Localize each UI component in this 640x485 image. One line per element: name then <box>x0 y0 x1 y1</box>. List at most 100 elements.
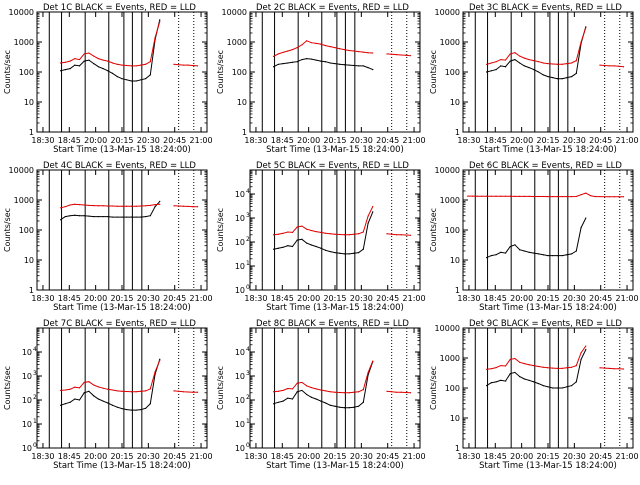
chart-panel-4: Det 4C BLACK = Events, RED = LLD 1 10 100 10… <box>3 161 213 313</box>
data-point <box>400 234 402 236</box>
data-point <box>608 367 610 370</box>
data-point <box>362 389 364 391</box>
y-tick-label: 10 <box>22 420 32 429</box>
data-point <box>608 65 610 67</box>
data-point <box>83 392 85 394</box>
data-point <box>301 44 303 46</box>
data-point <box>362 231 364 233</box>
data-point <box>571 62 573 64</box>
data-point <box>88 204 90 207</box>
data-point <box>273 248 275 250</box>
data-point <box>282 389 284 392</box>
data-point <box>547 76 549 78</box>
data-point <box>287 231 289 233</box>
data-point <box>481 195 483 197</box>
x-tick-label: 18:30 <box>244 136 267 145</box>
y-tick-exponent: 0 <box>246 442 250 449</box>
data-point <box>121 205 123 207</box>
data-point <box>409 55 412 57</box>
y-tick-label: 10 <box>235 444 245 453</box>
y-tick-label: 1000 <box>14 196 34 205</box>
data-point <box>533 252 535 254</box>
x-axis-label: Start Time (13-Mar-15 18:24:00) <box>479 145 617 155</box>
data-point <box>405 54 407 56</box>
data-point <box>594 195 596 198</box>
y-axis-label: Counts/sec <box>429 208 438 252</box>
plot-frame <box>249 169 421 291</box>
data-point <box>324 402 327 404</box>
data-point <box>287 50 289 52</box>
plot-frame <box>249 11 421 133</box>
data-point <box>372 211 374 213</box>
data-point <box>187 64 189 66</box>
data-point <box>575 72 577 74</box>
series-line-lld <box>273 206 411 236</box>
x-tick-label: 20:45 <box>589 294 612 303</box>
data-point <box>339 63 341 65</box>
data-point <box>519 375 521 378</box>
data-point <box>358 405 360 407</box>
data-point <box>509 195 511 197</box>
data-point <box>121 64 123 66</box>
series-line-events <box>60 359 161 411</box>
data-point <box>107 205 109 207</box>
data-point <box>121 78 123 80</box>
data-point <box>273 66 275 68</box>
data-point <box>287 397 289 399</box>
x-tick-label: 20:00 <box>84 452 107 461</box>
data-point <box>97 215 99 218</box>
x-tick-label: 20:15 <box>323 294 346 303</box>
data-point <box>523 65 525 67</box>
data-point <box>552 63 554 65</box>
data-point <box>509 358 511 360</box>
x-tick-label: 18:45 <box>58 294 81 303</box>
data-point <box>528 58 530 61</box>
y-axis-label: Counts/sec <box>429 50 438 94</box>
data-point <box>78 65 81 67</box>
data-point <box>291 231 294 234</box>
data-point <box>519 361 521 363</box>
x-tick-label: 18:30 <box>31 452 54 461</box>
data-point <box>102 59 104 61</box>
data-point <box>126 390 128 393</box>
data-point <box>528 67 530 69</box>
data-point <box>367 222 369 224</box>
data-point <box>409 392 412 394</box>
data-point <box>97 398 99 400</box>
x-axis-label: Start Time (13-Mar-15 18:24:00) <box>53 145 191 155</box>
data-point <box>486 368 488 370</box>
y-axis-label: Counts/sec <box>3 50 12 94</box>
x-tick-label: 18:45 <box>484 452 507 461</box>
y-axis-label: Counts/sec <box>3 366 12 410</box>
data-point <box>287 387 289 390</box>
x-tick-label: 20:00 <box>84 294 107 303</box>
data-point <box>97 386 99 388</box>
x-tick-label: 20:15 <box>110 294 133 303</box>
data-point <box>192 391 194 393</box>
data-point <box>471 195 474 197</box>
data-point <box>320 43 322 45</box>
data-point <box>310 244 312 246</box>
data-point <box>74 386 76 388</box>
y-axis-label: Counts/sec <box>429 366 438 410</box>
data-point <box>320 247 322 249</box>
data-point <box>561 387 563 389</box>
y-tick-label: 10 <box>450 98 460 107</box>
y-axis-label: Counts/sec <box>216 366 225 410</box>
x-tick-label: 21:00 <box>190 452 213 461</box>
y-tick-label: 100 <box>19 226 34 235</box>
data-point <box>519 195 521 197</box>
data-point <box>306 385 308 387</box>
data-point <box>121 216 123 218</box>
x-tick-label: 20:45 <box>163 136 186 145</box>
x-tick-label: 20:00 <box>510 136 533 145</box>
series-line-events <box>486 217 587 259</box>
chart-title: Det 5C BLACK = Events, RED = LLD <box>256 161 409 171</box>
data-point <box>495 366 497 369</box>
data-point <box>504 252 507 254</box>
x-tick-label: 20:30 <box>350 136 373 145</box>
y-tick-label: 10 <box>22 396 32 405</box>
y-tick-label: 1000 <box>440 196 460 205</box>
